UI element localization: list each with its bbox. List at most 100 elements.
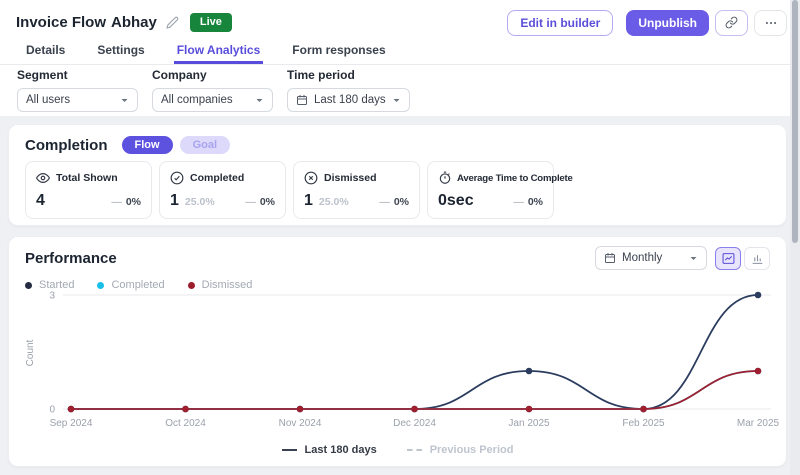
- current-period-legend: Last 180 days: [281, 444, 377, 456]
- line-chart-icon: [722, 252, 735, 265]
- time-period-select[interactable]: Last 180 days: [287, 88, 410, 112]
- status-badge: Live: [189, 12, 232, 33]
- stat-value: 4: [36, 192, 45, 209]
- line-chart-svg: 0 3 Count Sep 2024 Oct 2024 Nov 2024 Dec 2024 J…: [25, 291, 780, 430]
- filters-bar: Segment All users Company All companies …: [0, 66, 800, 116]
- stat-completed: Completed 1 25.0% —0%: [159, 161, 286, 219]
- svg-text:Feb 2025: Feb 2025: [622, 418, 665, 429]
- company-label: Company: [152, 68, 207, 82]
- legend-label: Completed: [111, 279, 165, 291]
- scrollbar-thumb[interactable]: [792, 0, 798, 243]
- segment-select[interactable]: All users: [17, 88, 138, 112]
- stat-value: 0sec: [438, 192, 474, 209]
- flow-toggle-button[interactable]: Flow: [121, 136, 173, 154]
- completion-header: Completion Flow Goal: [9, 125, 786, 154]
- more-icon: [764, 16, 778, 30]
- chevron-down-icon: [120, 96, 129, 105]
- completion-title: Completion: [25, 136, 108, 154]
- title-row: Invoice Flow Abhay Live Edit in builder U…: [0, 0, 800, 36]
- bar-chart-icon: [751, 252, 764, 265]
- edit-pencil-icon[interactable]: [166, 16, 179, 29]
- time-period-label: Time period: [287, 68, 355, 82]
- stat-label: Dismissed: [324, 172, 377, 184]
- stat-label: Average Time to Complete: [457, 172, 573, 184]
- filter-segment: Segment All users: [17, 66, 138, 116]
- legend-label: Dismissed: [201, 279, 253, 291]
- performance-chart: 0 3 Count Sep 2024 Oct 2024 Nov 2024 Dec 2024 J…: [21, 283, 781, 435]
- stat-delta: 0%: [527, 196, 543, 208]
- stat-value: 1: [304, 192, 313, 209]
- stopwatch-icon: [438, 171, 452, 185]
- x-circle-icon: [304, 171, 318, 185]
- header-buttons: Edit in builder Unpublish: [507, 9, 787, 36]
- legend-label: Started: [39, 279, 75, 291]
- line-chart-toggle-button[interactable]: [715, 246, 741, 270]
- bar-chart-toggle-button[interactable]: [744, 246, 770, 270]
- stat-value: 1: [170, 192, 179, 209]
- page-title: Invoice Flow Abhay: [16, 14, 157, 31]
- previous-period-label: Previous Period: [429, 444, 514, 456]
- completion-stats: Total Shown 4 —0% Completed 1 25.0% —0%: [9, 154, 786, 219]
- svg-text:Mar 2025: Mar 2025: [737, 418, 780, 429]
- stat-dismissed: Dismissed 1 25.0% —0%: [293, 161, 420, 219]
- stat-label: Completed: [190, 172, 245, 184]
- tab-settings[interactable]: Settings: [97, 42, 145, 57]
- granularity-select[interactable]: Monthly: [595, 246, 707, 270]
- stat-total-shown: Total Shown 4 —0%: [25, 161, 152, 219]
- tab-bar: Details Settings Flow Analytics Form res…: [0, 38, 800, 65]
- svg-text:Count: Count: [25, 339, 36, 366]
- svg-text:Oct 2024: Oct 2024: [165, 418, 206, 429]
- filter-time-period: Time period Last 180 days: [287, 66, 410, 116]
- calendar-icon: [296, 94, 308, 106]
- company-select[interactable]: All companies: [152, 88, 273, 112]
- flow-title: Invoice Flow: [16, 14, 107, 31]
- flow-name: Abhay: [111, 14, 157, 31]
- company-value: All companies: [161, 94, 233, 106]
- goal-toggle-button[interactable]: Goal: [179, 136, 231, 154]
- scrollbar-track[interactable]: [790, 0, 800, 475]
- calendar-icon: [604, 252, 616, 264]
- period-legend: Last 180 days Previous Period: [9, 444, 786, 456]
- segment-value: All users: [26, 94, 71, 106]
- more-button[interactable]: [754, 9, 787, 36]
- dashed-line-icon: [406, 449, 422, 451]
- eye-icon: [36, 171, 50, 185]
- granularity-value: Monthly: [622, 252, 663, 264]
- trend-dash: —: [379, 196, 390, 208]
- completion-toggle: Flow Goal: [121, 136, 231, 154]
- filter-company: Company All companies: [152, 66, 273, 116]
- unpublish-button[interactable]: Unpublish: [626, 9, 709, 36]
- legend-item-completed: Completed: [97, 279, 165, 291]
- stat-delta: 0%: [259, 196, 275, 208]
- legend-item-dismissed: Dismissed: [187, 279, 253, 291]
- previous-period-legend: Previous Period: [406, 444, 514, 456]
- chevron-down-icon: [255, 96, 264, 105]
- series-legend: Started Completed Dismissed: [9, 270, 786, 291]
- started-dot-icon: [25, 281, 32, 289]
- chevron-down-icon: [689, 254, 698, 263]
- tab-flow-analytics[interactable]: Flow Analytics: [173, 38, 264, 64]
- tab-form-responses[interactable]: Form responses: [292, 42, 386, 57]
- svg-text:Sep 2024: Sep 2024: [50, 418, 93, 429]
- edit-in-builder-button[interactable]: Edit in builder: [507, 9, 614, 36]
- stat-sub: 25.0%: [318, 196, 349, 208]
- tab-details[interactable]: Details: [26, 42, 66, 57]
- stat-average-time: Average Time to Complete 0sec —0%: [427, 161, 573, 219]
- performance-controls: Monthly: [595, 246, 770, 270]
- svg-text:0: 0: [49, 405, 55, 416]
- trend-dash: —: [245, 196, 256, 208]
- stat-label: Total Shown: [56, 172, 118, 184]
- time-period-value: Last 180 days: [314, 94, 386, 106]
- completed-dot-icon: [97, 281, 105, 289]
- performance-card: Performance Monthly: [8, 236, 787, 467]
- stat-delta: 0%: [393, 196, 409, 208]
- dismissed-dot-icon: [187, 281, 195, 289]
- chevron-down-icon: [392, 96, 401, 105]
- performance-header: Performance Monthly: [9, 237, 786, 270]
- segment-label: Segment: [17, 68, 68, 82]
- current-period-label: Last 180 days: [304, 444, 377, 456]
- legend-item-started: Started: [25, 279, 74, 291]
- svg-text:3: 3: [49, 291, 55, 302]
- copy-link-button[interactable]: [715, 9, 748, 36]
- svg-text:Dec 2024: Dec 2024: [393, 418, 436, 429]
